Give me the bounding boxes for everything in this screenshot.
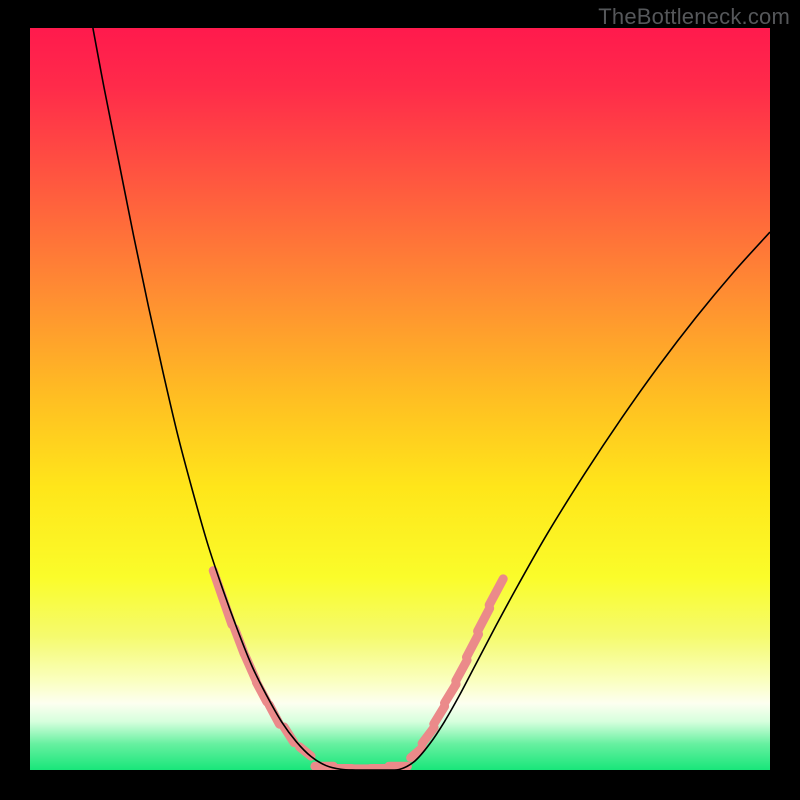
gradient-background	[30, 28, 770, 770]
watermark-text: TheBottleneck.com	[598, 4, 790, 30]
plot-frame	[30, 28, 770, 770]
chart-svg	[30, 28, 770, 770]
